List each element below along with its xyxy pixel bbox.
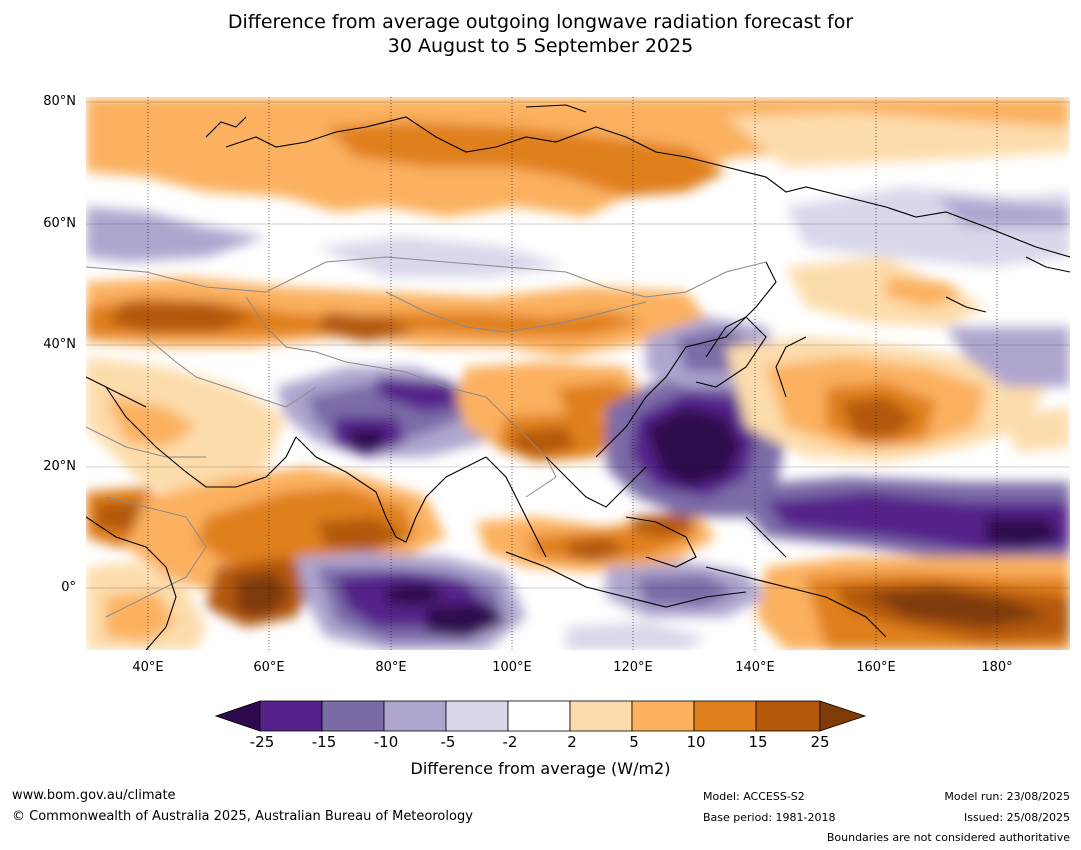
colorbar-swatch-6	[569, 700, 633, 732]
disclaimer-text: Boundaries are not considered authoritat…	[826, 831, 1070, 844]
base-period-text: Base period: 1981-2018	[703, 811, 836, 824]
lon-label-60e: 60°E	[253, 660, 285, 675]
colorbar-tick: -5	[440, 733, 456, 751]
lon-label-100e: 100°E	[492, 660, 532, 675]
country-boundaries	[86, 256, 767, 618]
colorbar-tick: -25	[249, 733, 275, 751]
lat-label-40n: 40°N	[43, 337, 76, 352]
lat-label-20n: 20°N	[43, 459, 76, 474]
lat-label-60n: 60°N	[43, 216, 76, 231]
colorbar-extend-high	[819, 700, 867, 732]
coastlines	[86, 104, 1070, 650]
copyright-text: © Commonwealth of Australia 2025, Austra…	[12, 809, 473, 824]
lon-label-80e: 80°E	[375, 660, 407, 675]
anomaly-fields	[86, 97, 1070, 650]
colorbar-swatch-9	[755, 700, 821, 732]
colorbar-swatch-7	[631, 700, 695, 732]
colorbar	[215, 700, 867, 732]
anomaly-map	[86, 97, 1070, 650]
colorbar-tick: -15	[311, 733, 337, 751]
lat-label-0: 0°	[61, 580, 76, 595]
title-line-1: Difference from average outgoing longwav…	[227, 11, 854, 33]
map-canvas	[86, 97, 1070, 650]
website-link[interactable]: www.bom.gov.au/climate	[12, 788, 176, 803]
issued-text: Issued: 25/08/2025	[963, 811, 1070, 824]
lon-label-160e: 160°E	[856, 660, 896, 675]
colorbar-tick: 10	[686, 733, 706, 751]
colorbar-tick: -2	[502, 733, 518, 751]
lat-label-80n: 80°N	[43, 94, 76, 109]
colorbar-tick: 25	[810, 733, 830, 751]
lon-label-120e: 120°E	[613, 660, 653, 675]
longitude-gridlines	[147, 97, 998, 650]
colorbar-tick: 2	[567, 733, 577, 751]
colorbar-swatch-1	[259, 700, 323, 732]
latitude-gridlines	[86, 101, 1070, 589]
chart-title: Difference from average outgoing longwav…	[0, 10, 1081, 58]
colorbar-swatch-8	[693, 700, 757, 732]
model-text: Model: ACCESS-S2	[703, 790, 805, 803]
title-line-2: 30 August to 5 September 2025	[387, 35, 694, 57]
model-run-text: Model run: 23/08/2025	[944, 790, 1070, 803]
colorbar-tick: 15	[748, 733, 768, 751]
colorbar-tick: -10	[373, 733, 399, 751]
colorbar-tick: 5	[629, 733, 639, 751]
lon-label-180: 180°	[981, 660, 1013, 675]
colorbar-swatch-4	[445, 700, 509, 732]
colorbar-swatch-5	[507, 700, 571, 732]
colorbar-label: Difference from average (W/m2)	[410, 759, 671, 778]
colorbar-swatch-3	[383, 700, 447, 732]
colorbar-swatch-2	[321, 700, 385, 732]
lon-label-40e: 40°E	[132, 660, 164, 675]
lon-label-140e: 140°E	[735, 660, 775, 675]
colorbar-extend-low	[215, 700, 261, 732]
